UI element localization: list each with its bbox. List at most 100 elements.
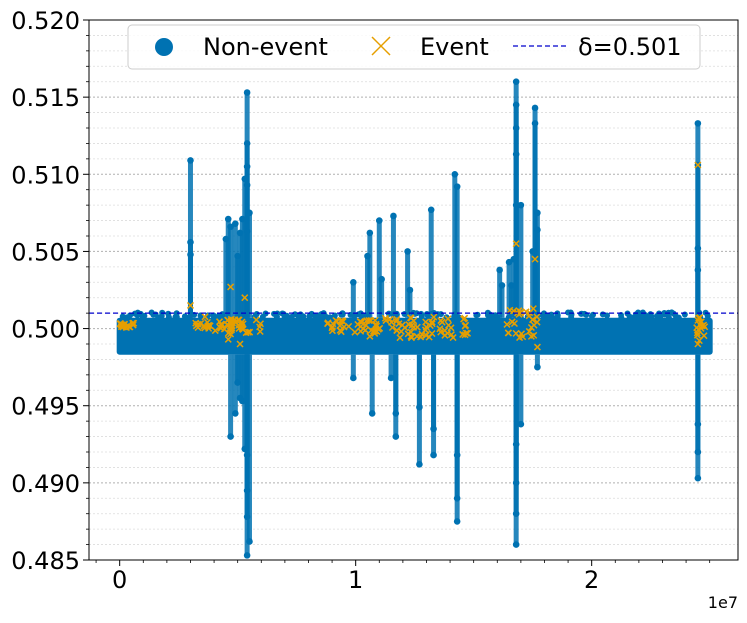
non-event-band-edge-point xyxy=(486,311,493,318)
legend-label-non-event: Non-event xyxy=(203,33,328,61)
event-stroke xyxy=(396,334,404,342)
event-point xyxy=(460,315,468,323)
event-stroke xyxy=(231,318,239,326)
non-event-point xyxy=(694,474,702,482)
non-event-band-edge-point xyxy=(338,311,345,318)
event-stroke xyxy=(345,322,353,330)
event-point xyxy=(393,315,401,323)
event-stroke xyxy=(205,324,213,332)
event-stroke xyxy=(425,333,433,341)
event-point xyxy=(437,328,445,336)
event-point xyxy=(328,327,336,335)
non-event-band-edge-point xyxy=(119,313,126,320)
event-stroke xyxy=(376,324,384,332)
event-stroke xyxy=(528,316,537,324)
non-event-band-edge-point xyxy=(437,311,444,318)
axis-ticks: 0.485 0.490 0.495 0.500 0.505 0.510 0.515 0.520… xyxy=(11,7,711,594)
event-point xyxy=(336,322,344,330)
event-stroke xyxy=(366,332,374,340)
y-tick-label: 0.495 xyxy=(11,393,80,421)
event-stroke xyxy=(413,323,421,331)
event-point xyxy=(413,323,421,331)
event-point xyxy=(462,329,470,337)
non-event-band-edge-point xyxy=(648,313,655,320)
event-point xyxy=(525,327,533,335)
event-stroke xyxy=(367,317,375,325)
event-stroke xyxy=(244,328,252,336)
event-stroke xyxy=(235,316,243,324)
event-point xyxy=(533,343,541,351)
non-event-point xyxy=(232,220,239,227)
non-event-point xyxy=(534,363,541,371)
non-event-point xyxy=(517,420,525,428)
event-point xyxy=(503,320,511,328)
event-stroke xyxy=(333,317,341,325)
event-point xyxy=(393,327,401,335)
event-stroke xyxy=(386,315,394,323)
non-event-band-edge-point xyxy=(311,312,318,319)
event-stroke xyxy=(462,321,470,329)
grid-lines xyxy=(89,19,738,561)
event-point xyxy=(241,294,249,302)
non-event-band-edge-point xyxy=(253,311,260,318)
x-tick-label: 1 xyxy=(348,566,363,594)
event-point xyxy=(387,318,396,326)
non-event-band-edge-point xyxy=(210,312,217,319)
event-point xyxy=(388,323,396,332)
event-point xyxy=(359,325,367,333)
event-point xyxy=(337,328,345,336)
non-event-band-edge-point xyxy=(298,313,305,320)
event-stroke xyxy=(404,330,412,338)
event-point xyxy=(333,317,341,325)
non-event-band-edge-point xyxy=(631,313,638,320)
event-stroke xyxy=(462,329,470,337)
non-event-point xyxy=(512,541,520,548)
event-point xyxy=(528,316,537,324)
event-point xyxy=(694,161,702,169)
y-tick-label: 0.505 xyxy=(11,238,80,266)
event-point xyxy=(246,328,254,336)
event-stroke xyxy=(118,321,127,329)
event-point xyxy=(404,330,412,338)
non-event-point xyxy=(390,212,397,220)
event-point xyxy=(227,283,235,291)
non-event-point xyxy=(416,461,423,468)
event-stroke xyxy=(444,329,452,337)
event-point xyxy=(519,333,527,341)
legend-cross xyxy=(371,36,391,56)
event-point xyxy=(226,319,234,327)
event-stroke xyxy=(694,161,702,169)
non-event-band-edge-point xyxy=(306,313,313,320)
legend: Non-event Event δ=0.501 xyxy=(127,24,701,70)
non-event-band-edge-point xyxy=(331,312,338,319)
event-stroke xyxy=(426,322,434,330)
event-stroke xyxy=(418,330,426,338)
event-point xyxy=(444,315,452,323)
non-event-band-edge-point xyxy=(635,309,642,316)
event-stroke xyxy=(371,36,391,56)
legend-label-threshold: δ=0.501 xyxy=(578,33,682,61)
event-stroke xyxy=(371,329,379,337)
event-stroke xyxy=(460,315,468,323)
non-event-point xyxy=(512,201,520,209)
non-event-point xyxy=(350,374,357,382)
event-stroke xyxy=(228,324,236,332)
event-point xyxy=(426,322,434,330)
non-event-point xyxy=(232,410,239,417)
event-point xyxy=(449,334,457,342)
non-event-point xyxy=(243,552,251,559)
non-event-point xyxy=(243,140,251,147)
event-point xyxy=(338,317,346,325)
event-point xyxy=(428,318,436,326)
event-stroke xyxy=(436,325,444,333)
event-stroke xyxy=(694,340,702,348)
event-stroke xyxy=(437,328,445,336)
event-stroke xyxy=(359,325,367,333)
event-point xyxy=(694,340,702,348)
non-event-point xyxy=(406,286,414,294)
non-event-band-edge-point xyxy=(548,312,555,319)
event-point xyxy=(118,321,127,329)
non-event-band-edge-point xyxy=(273,313,280,320)
event-point xyxy=(376,324,384,332)
legend-label-event: Event xyxy=(420,33,489,61)
